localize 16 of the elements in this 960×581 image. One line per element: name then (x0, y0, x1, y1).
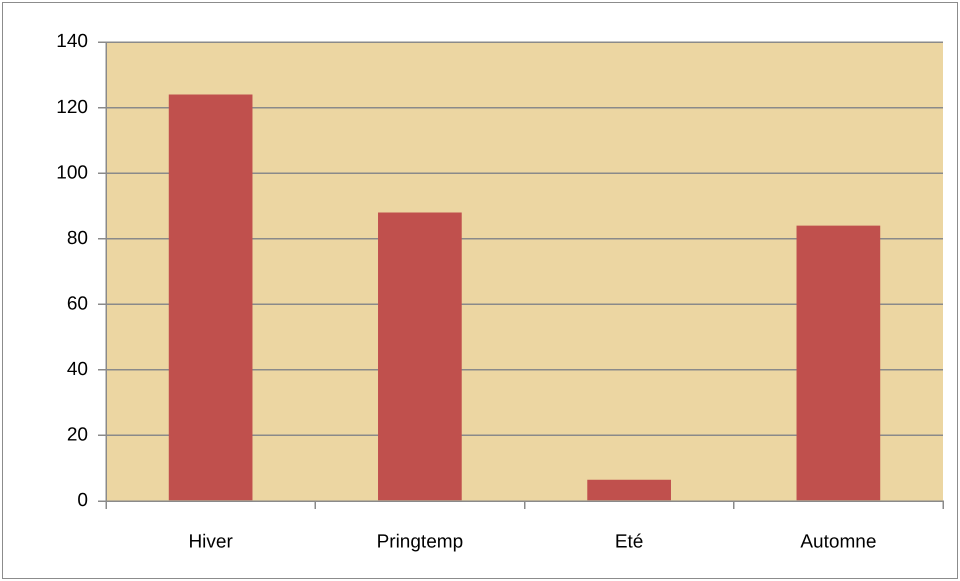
x-tick-label: Automne (800, 532, 876, 553)
x-tick-label: Pringtemp (376, 532, 464, 553)
y-tick-label: 80 (66, 228, 88, 249)
y-tick-label: 40 (66, 359, 88, 380)
bar (168, 94, 252, 500)
bar (796, 226, 880, 500)
bar (378, 212, 462, 500)
y-tick-label: 120 (56, 96, 88, 118)
y-tick-label: 140 (56, 31, 88, 52)
y-tick-label: 0 (77, 490, 88, 512)
y-tick-label: 100 (56, 162, 88, 184)
x-tick-label: Eté (614, 532, 644, 553)
y-tick-label: 20 (66, 424, 88, 446)
x-tick-label: Hiver (188, 532, 234, 553)
bar (587, 480, 671, 500)
y-tick-label: 60 (66, 294, 88, 315)
